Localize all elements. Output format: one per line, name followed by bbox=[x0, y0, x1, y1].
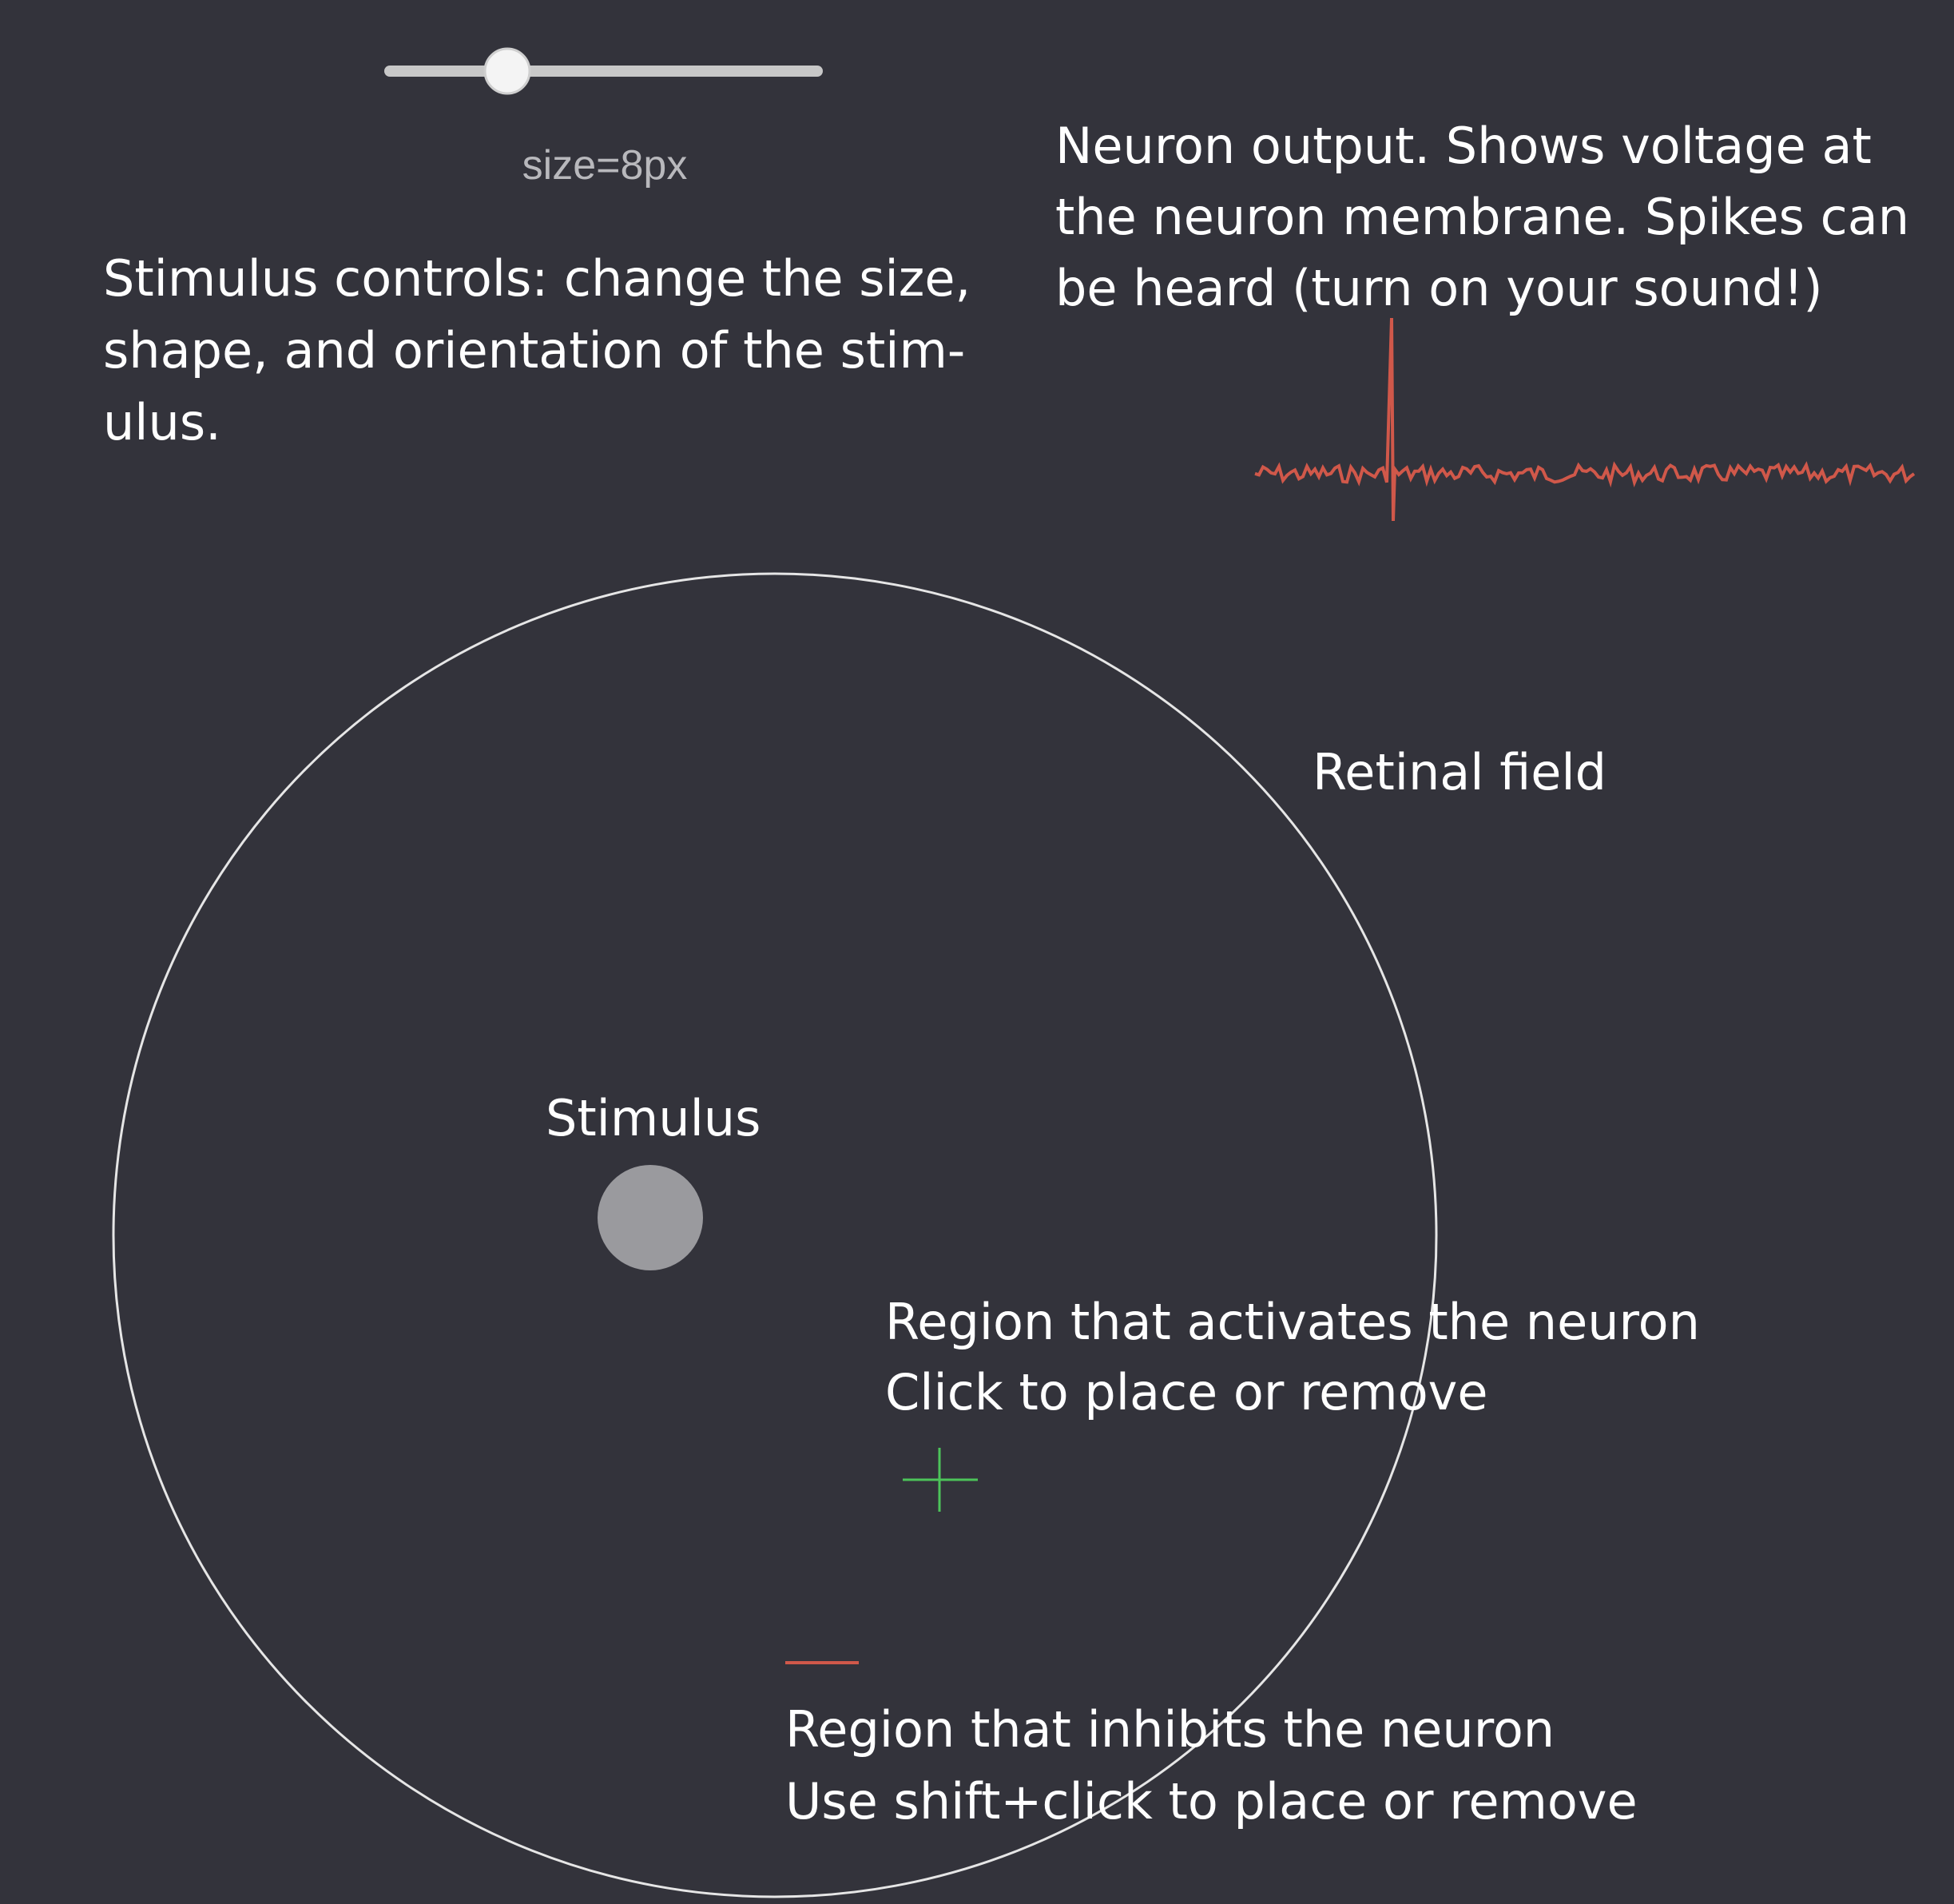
stimulus bbox=[598, 1165, 703, 1270]
annotation: Neuron output. Shows voltage at bbox=[1055, 117, 1872, 175]
retinal-field[interactable] bbox=[112, 572, 1438, 1898]
slider-label: size=8px bbox=[522, 142, 688, 189]
annotation: Retinal field bbox=[1313, 743, 1606, 801]
size-slider[interactable] bbox=[384, 47, 823, 95]
annotation: ulus. bbox=[103, 393, 221, 451]
annotation: the neuron membrane. Spikes can bbox=[1055, 188, 1909, 246]
annotation: Region that activates the neuron bbox=[885, 1293, 1700, 1351]
annotation: shape, and orientation of the stim- bbox=[103, 321, 965, 380]
annotation: be heard (turn on your sound!) bbox=[1055, 259, 1823, 317]
annotation: Stimulus controls: change the size, bbox=[103, 249, 971, 308]
excitatory-marker bbox=[903, 1448, 978, 1512]
slider-knob[interactable] bbox=[483, 47, 531, 95]
annotation: Click to place or remove bbox=[885, 1363, 1487, 1421]
annotation: Stimulus bbox=[546, 1089, 761, 1147]
voltage-trace bbox=[1254, 317, 1916, 522]
annotation: Use shift+click to place or remove bbox=[785, 1772, 1638, 1830]
annotation: Region that inhibits the neuron bbox=[785, 1700, 1555, 1759]
